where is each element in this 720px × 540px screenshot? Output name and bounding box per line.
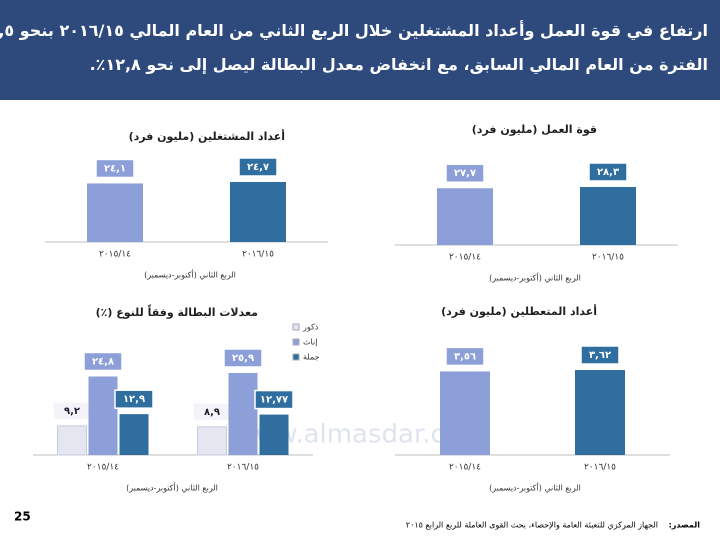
- value-label: ٢٧,٧: [454, 168, 476, 179]
- bar: [440, 371, 490, 455]
- category-label: ٢٠١٥/١٤: [449, 463, 481, 473]
- value-label-box: [223, 348, 263, 368]
- page-number: 25: [14, 510, 31, 524]
- value-label: ٢٤,٨: [92, 356, 114, 367]
- value-label-box: [588, 162, 628, 182]
- legend-label: جملة: [303, 353, 320, 362]
- value-label-box: [445, 163, 485, 183]
- value-label: ٣,٥٦: [454, 351, 476, 362]
- value-label-box: [238, 157, 278, 177]
- bar: [197, 426, 227, 456]
- legend-swatch: [292, 338, 300, 346]
- value-label: ٢٨,٣: [597, 167, 619, 178]
- chart-title: معدلات البطالة وفقاً للنوع (٪): [96, 304, 258, 319]
- x-axis-label: الربع الثاني (أكتوبر-ديسمبر): [144, 270, 236, 280]
- bar: [437, 188, 493, 245]
- bar: [87, 183, 143, 242]
- value-label-box: [254, 389, 294, 410]
- value-label: ٣,٦٢: [589, 350, 611, 361]
- source-label: المصدر:: [669, 521, 701, 530]
- category-label: ٢٠١٦/١٥: [584, 463, 616, 473]
- value-label: ٩,٢: [64, 406, 80, 417]
- bar: [259, 414, 289, 455]
- legend-label: ذكور: [302, 323, 319, 332]
- bar: [119, 414, 149, 455]
- value-label-box: [580, 345, 620, 365]
- value-label-box: [114, 389, 154, 409]
- value-label: ٨,٩: [204, 407, 220, 418]
- bar: [228, 373, 258, 455]
- category-label: ٢٠١٥/١٤: [449, 253, 481, 263]
- x-axis-label: الربع الثاني (أكتوبر-ديسمبر): [489, 483, 581, 493]
- header-line: ارتفاع في قوة العمل وأعداد المشتغلين خلا…: [0, 21, 708, 40]
- bar: [580, 187, 636, 245]
- value-label-box: [445, 346, 485, 367]
- chart-title: قوة العمل (مليون فرد): [472, 123, 597, 136]
- source: الجهاز المركزي للتعبئة العامة والإحصاء، …: [406, 521, 658, 531]
- x-axis-label: الربع الثاني (أكتوبر-ديسمبر): [489, 273, 581, 283]
- category-label: ٢٠١٥/١٤: [87, 463, 119, 473]
- chart-title: أعداد المشتغلين (مليون فرد): [129, 129, 285, 143]
- bar: [88, 376, 118, 455]
- category-label: ٢٠١٦/١٥: [227, 463, 259, 473]
- category-label: ٢٠١٥/١٤: [99, 250, 131, 260]
- chart-title: أعداد المتعطلين (مليون فرد): [441, 304, 597, 318]
- x-axis-label: الربع الثاني (أكتوبر-ديسمبر): [126, 483, 218, 493]
- value-label: ١٢,٩: [123, 394, 145, 405]
- value-label: ٢٤,١: [104, 163, 126, 174]
- legend-swatch: [292, 353, 300, 361]
- category-label: ٢٠١٦/١٥: [592, 253, 624, 263]
- value-label: ٢٤,٧: [247, 162, 269, 173]
- bar: [57, 425, 87, 456]
- category-label: ٢٠١٦/١٥: [242, 250, 274, 260]
- legend-label: إناث: [303, 338, 317, 348]
- header-line: الفترة من العام المالي السابق، مع انخفاض…: [89, 55, 708, 74]
- bar: [230, 182, 286, 242]
- header: ارتفاع في قوة العمل وأعداد المشتغلين خلا…: [0, 0, 720, 100]
- legend-swatch: [292, 323, 300, 331]
- value-label: ٢٥,٩: [232, 353, 254, 364]
- value-label-box: [95, 158, 135, 179]
- value-label-box: [83, 351, 123, 372]
- bar: [575, 370, 625, 455]
- value-label: ١٢,٧٧: [260, 395, 288, 406]
